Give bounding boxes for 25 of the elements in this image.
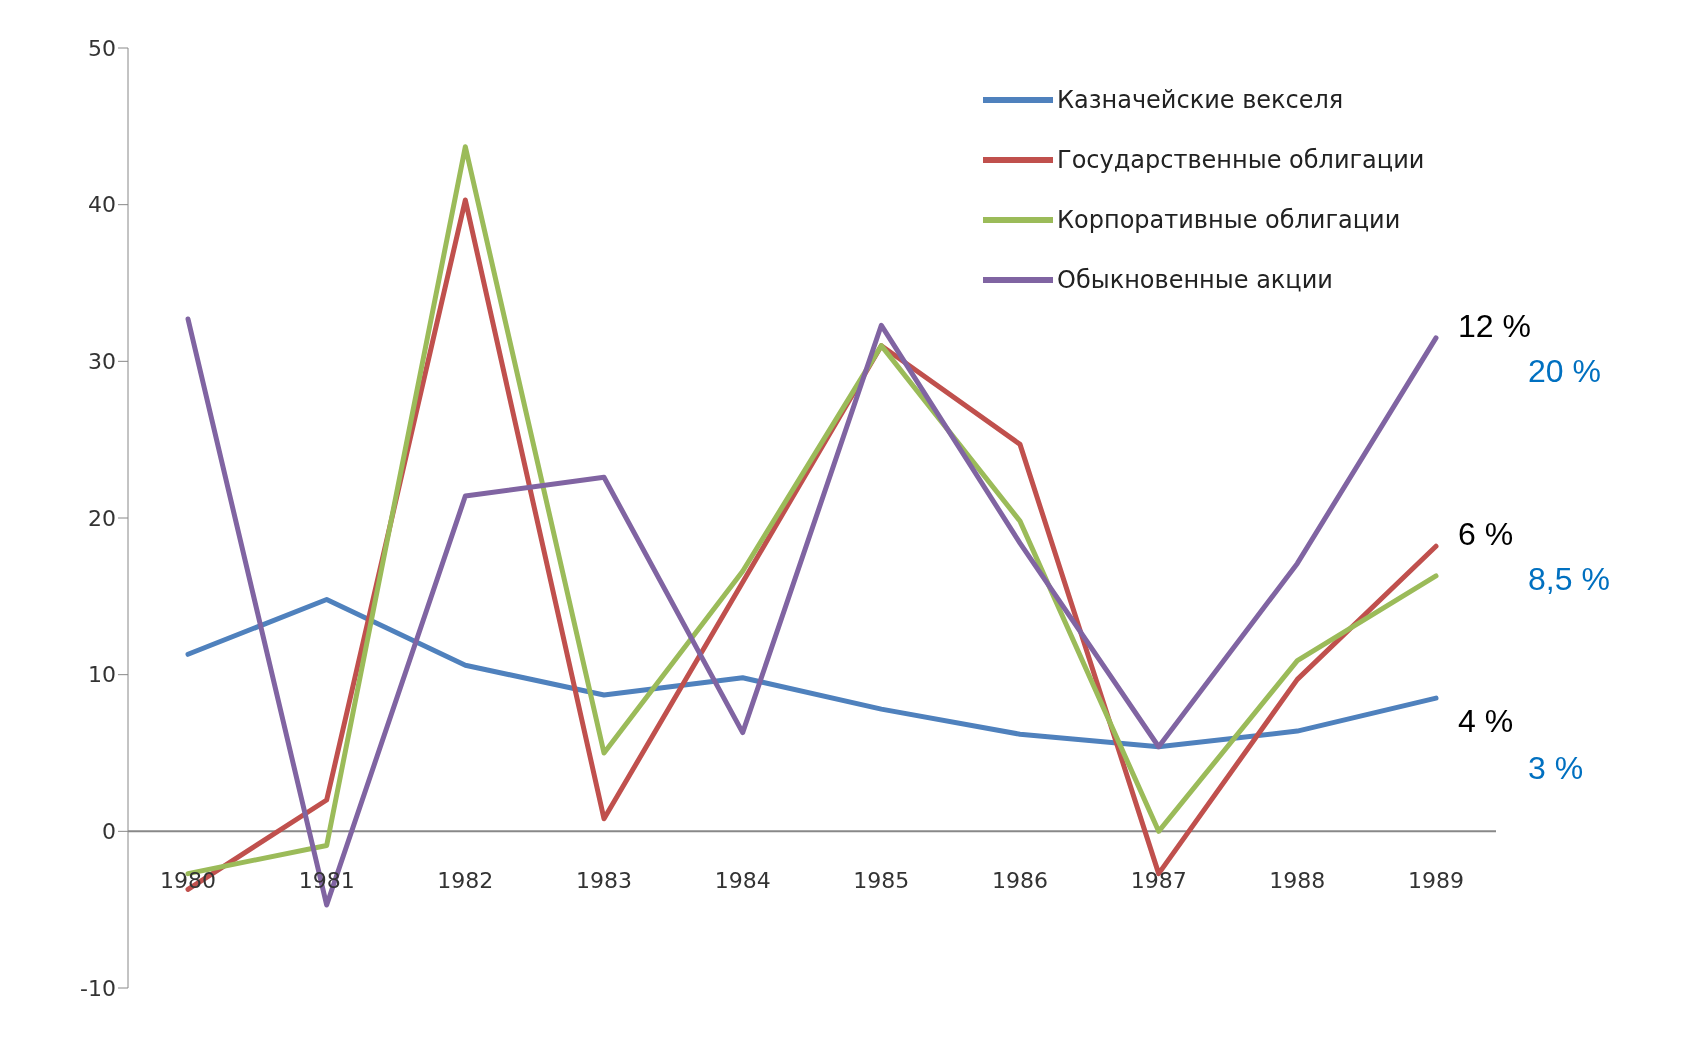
x-tick-label: 1984 [714,867,771,893]
y-tick-label: 0 [102,819,116,845]
x-tick-label: 1985 [853,867,910,893]
x-tick-label: 1989 [1408,867,1464,893]
y-tick-label: -10 [80,975,116,1001]
y-tick-label: 20 [88,505,116,531]
x-tick-label: 1982 [437,867,494,893]
legend-label: Государственные облигации [1057,146,1425,174]
x-tick-label: 1987 [1130,867,1187,893]
y-tick-label: 10 [88,662,116,688]
annotation: 12 % [1458,308,1531,345]
y-tick-label: 50 [88,35,116,61]
annotation: 4 % [1458,703,1514,740]
y-tick-label: 30 [88,349,116,375]
y-tick-label: 40 [88,192,116,218]
x-tick-label: 1986 [992,867,1048,893]
text: 20 % [1528,353,1601,390]
legend-label: Обыкновенные акции [1057,266,1333,294]
text: 3 % [1528,750,1584,787]
x-tick-label: 1983 [576,867,632,893]
x-tick-label: 1988 [1269,867,1326,893]
text: 8,5 % [1528,561,1610,598]
legend-label: Казначейские векселя [1057,86,1344,114]
annotation: 6 % [1458,516,1514,553]
legend-label: Корпоративные облигации [1057,206,1401,234]
